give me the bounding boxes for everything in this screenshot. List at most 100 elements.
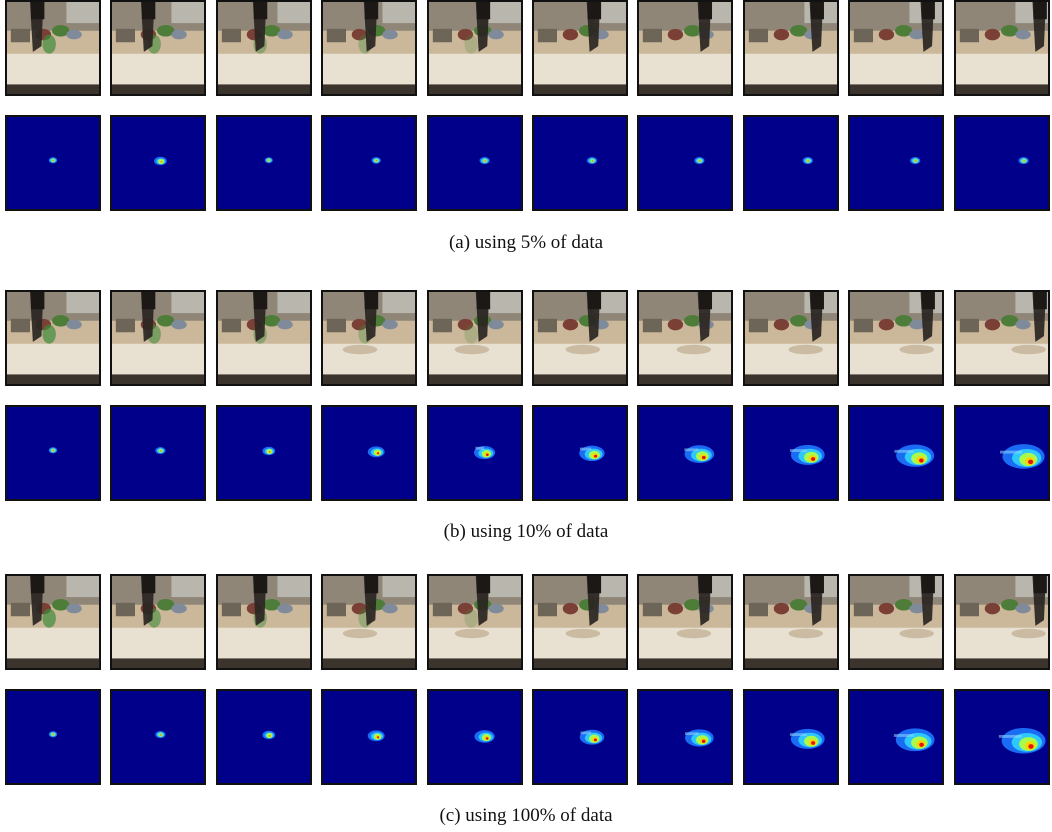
heatmap-b-8 — [743, 405, 839, 501]
heatmap-image-b-4 — [323, 407, 415, 499]
heatmap-image-c-2 — [112, 691, 204, 783]
heatmap-image-a-3 — [218, 117, 310, 209]
frame-b-7 — [637, 290, 733, 386]
frame-c-10 — [954, 574, 1050, 670]
frame-b-6 — [532, 290, 628, 386]
heatmap-b-5 — [427, 405, 523, 501]
frame-image-c-6 — [534, 576, 626, 668]
frame-image-a-4 — [323, 2, 415, 94]
heatmap-b-9 — [848, 405, 944, 501]
frame-c-2 — [110, 574, 206, 670]
heatmap-c-2 — [110, 689, 206, 785]
caption-b: (b) using 10% of data — [443, 521, 609, 542]
frame-c-4 — [321, 574, 417, 670]
heatmap-a-9 — [848, 115, 944, 211]
frame-image-c-7 — [639, 576, 731, 668]
frame-image-a-7 — [639, 2, 731, 94]
heatmap-c-9 — [848, 689, 944, 785]
caption-c: (c) using 100% of data — [439, 805, 613, 826]
frame-image-b-10 — [956, 292, 1048, 384]
heatmap-b-3 — [216, 405, 312, 501]
frame-a-8 — [743, 0, 839, 96]
frame-strip-b — [5, 290, 1050, 386]
heatmap-b-10 — [954, 405, 1050, 501]
heatmap-image-b-6 — [534, 407, 626, 499]
frame-image-c-4 — [323, 576, 415, 668]
heatmap-image-c-7 — [639, 691, 731, 783]
heatmap-image-b-9 — [850, 407, 942, 499]
heatmap-a-5 — [427, 115, 523, 211]
heatmap-strip-c — [5, 689, 1050, 785]
frame-b-9 — [848, 290, 944, 386]
frame-image-a-2 — [112, 2, 204, 94]
frame-image-a-6 — [534, 2, 626, 94]
frame-c-1 — [5, 574, 101, 670]
heatmap-c-3 — [216, 689, 312, 785]
heatmap-image-b-1 — [7, 407, 99, 499]
frame-image-b-8 — [745, 292, 837, 384]
frame-image-b-5 — [429, 292, 521, 384]
heatmap-image-a-4 — [323, 117, 415, 209]
heatmap-b-7 — [637, 405, 733, 501]
frame-image-a-5 — [429, 2, 521, 94]
heatmap-image-b-7 — [639, 407, 731, 499]
frame-a-4 — [321, 0, 417, 96]
heatmap-c-7 — [637, 689, 733, 785]
heatmap-image-b-10 — [956, 407, 1048, 499]
heatmap-image-b-2 — [112, 407, 204, 499]
frame-b-8 — [743, 290, 839, 386]
frame-a-3 — [216, 0, 312, 96]
frame-strip-c — [5, 574, 1050, 670]
frame-b-1 — [5, 290, 101, 386]
heatmap-b-1 — [5, 405, 101, 501]
frame-image-b-4 — [323, 292, 415, 384]
heatmap-image-c-4 — [323, 691, 415, 783]
frame-image-b-1 — [7, 292, 99, 384]
frame-image-a-1 — [7, 2, 99, 94]
heatmap-b-6 — [532, 405, 628, 501]
heatmap-image-a-9 — [850, 117, 942, 209]
frame-image-b-9 — [850, 292, 942, 384]
frame-image-c-8 — [745, 576, 837, 668]
frame-image-c-1 — [7, 576, 99, 668]
frame-a-1 — [5, 0, 101, 96]
frame-c-7 — [637, 574, 733, 670]
caption-a: (a) using 5% of data — [448, 232, 604, 253]
frame-b-3 — [216, 290, 312, 386]
frame-c-9 — [848, 574, 944, 670]
heatmap-a-2 — [110, 115, 206, 211]
heatmap-a-6 — [532, 115, 628, 211]
frame-image-c-9 — [850, 576, 942, 668]
frame-image-b-6 — [534, 292, 626, 384]
heatmap-c-8 — [743, 689, 839, 785]
frame-c-3 — [216, 574, 312, 670]
heatmap-a-10 — [954, 115, 1050, 211]
heatmap-a-1 — [5, 115, 101, 211]
heatmap-b-4 — [321, 405, 417, 501]
heatmap-image-c-3 — [218, 691, 310, 783]
heatmap-a-8 — [743, 115, 839, 211]
heatmap-image-c-10 — [956, 691, 1048, 783]
heatmap-image-a-2 — [112, 117, 204, 209]
heatmap-image-c-5 — [429, 691, 521, 783]
frame-a-7 — [637, 0, 733, 96]
frame-image-a-9 — [850, 2, 942, 94]
frame-a-2 — [110, 0, 206, 96]
frame-b-5 — [427, 290, 523, 386]
frame-image-c-10 — [956, 576, 1048, 668]
heatmap-image-c-9 — [850, 691, 942, 783]
heatmap-image-a-10 — [956, 117, 1048, 209]
heatmap-image-c-1 — [7, 691, 99, 783]
frame-c-8 — [743, 574, 839, 670]
frame-c-6 — [532, 574, 628, 670]
heatmap-image-b-3 — [218, 407, 310, 499]
heatmap-b-2 — [110, 405, 206, 501]
heatmap-c-4 — [321, 689, 417, 785]
heatmap-image-a-7 — [639, 117, 731, 209]
heatmap-c-10 — [954, 689, 1050, 785]
frame-image-b-7 — [639, 292, 731, 384]
heatmap-image-c-6 — [534, 691, 626, 783]
heatmap-image-b-5 — [429, 407, 521, 499]
frame-a-5 — [427, 0, 523, 96]
heatmap-c-1 — [5, 689, 101, 785]
